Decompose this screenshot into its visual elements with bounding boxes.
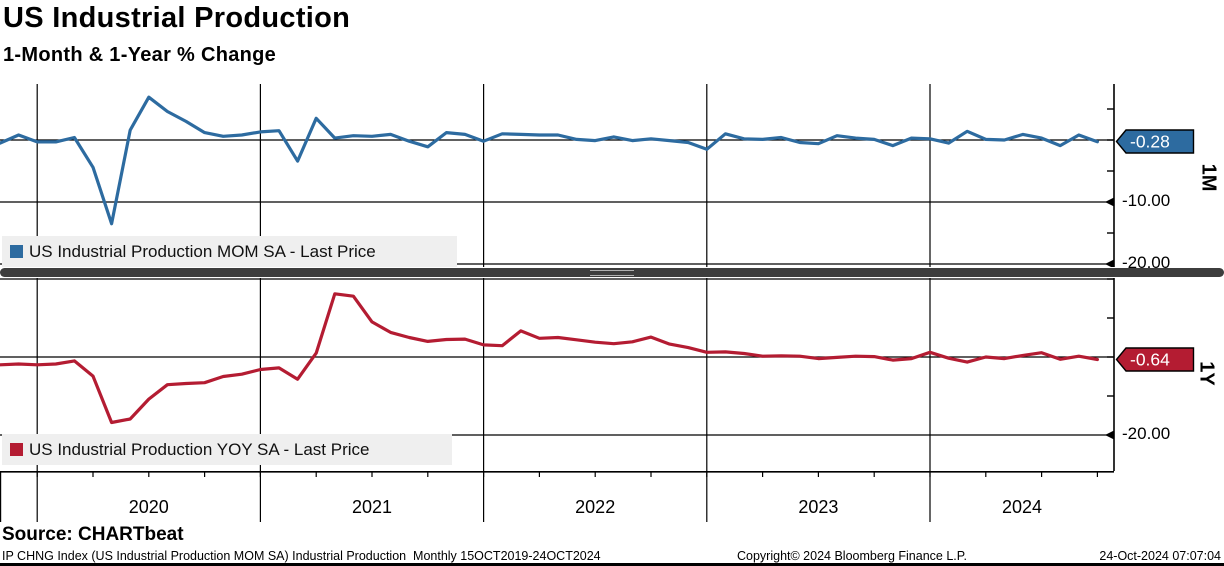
page-title: US Industrial Production (3, 2, 351, 34)
mom-series-swatch-icon (10, 245, 23, 258)
mom-legend[interactable]: US Industrial Production MOM SA - Last P… (2, 236, 457, 267)
yoy-last-price-badge: -0.64 (1115, 347, 1195, 372)
x-axis-year-label: 2021 (351, 497, 393, 517)
yoy-series-swatch-icon (10, 443, 23, 456)
x-axis-year-label: 2020 (128, 497, 169, 517)
x-axis-year-label: 2022 (575, 497, 616, 517)
footer-divider (0, 563, 1224, 566)
yoy-last-price-value: -0.64 (1130, 350, 1170, 370)
y-tick-label: -20.00 (1122, 424, 1171, 443)
mom-axis-unit-label: 1M (1197, 163, 1220, 192)
mom-last-price-badge: -0.28 (1115, 129, 1195, 154)
mom-last-price-value: -0.28 (1130, 132, 1170, 152)
x-axis-year-label: 2023 (798, 497, 839, 517)
panel-splitter-handle[interactable] (0, 268, 1224, 277)
footer-copyright: Copyright© 2024 Bloomberg Finance L.P. (737, 549, 967, 563)
y-tick-label: -20.00 (1122, 253, 1171, 272)
footer-description: IP CHNG Index (US Industrial Production … (2, 549, 601, 563)
footer-timestamp: 24-Oct-2024 07:07:04 (1099, 549, 1221, 563)
splitter-grip-icon (590, 270, 634, 276)
x-axis (0, 471, 1114, 522)
source-label: Source: CHARTbeat (2, 524, 184, 545)
yoy-legend-label: US Industrial Production YOY SA - Last P… (29, 439, 370, 459)
y-tick-label: -10.00 (1122, 191, 1171, 210)
mom-legend-label: US Industrial Production MOM SA - Last P… (29, 241, 376, 261)
yoy-legend[interactable]: US Industrial Production YOY SA - Last P… (2, 434, 452, 465)
page-subtitle: 1-Month & 1-Year % Change (3, 44, 277, 66)
x-axis-year-label: 2024 (1001, 497, 1043, 517)
yoy-axis-unit-label: 1Y (1195, 361, 1218, 386)
mom-panel-plot (0, 84, 1115, 267)
